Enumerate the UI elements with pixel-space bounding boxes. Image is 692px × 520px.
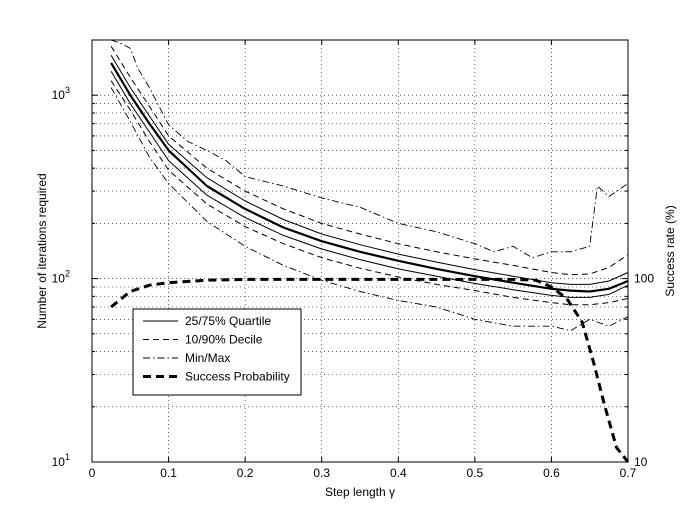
series-10-90-decile-lower [110, 80, 629, 306]
x-tick-label: 0.1 [160, 466, 177, 480]
series-min-max-lower [110, 87, 629, 332]
x-axis-label: Step length γ [325, 485, 395, 499]
series-25-75-quartile-upper [110, 55, 629, 285]
x-tick-label: 0 [89, 466, 96, 480]
y-tick-label: 103 [52, 85, 70, 102]
x-tick-label: 0.2 [237, 466, 254, 480]
legend-label: Success Probability [185, 370, 290, 384]
legend-label: 10/90% Decile [185, 333, 263, 347]
x-tick-label: 0.7 [620, 466, 637, 480]
axes-box [91, 39, 629, 463]
tick-labels: 0 0.1 0.2 0.3 0.4 0.5 0.6 0.7 101 102 103 10 100 [52, 39, 654, 480]
series-min-max-upper [110, 39, 629, 259]
y-tick-label: 101 [52, 452, 70, 469]
y-axis-right-label: Success rate (%) [663, 205, 677, 296]
y-tick-label: 102 [52, 269, 70, 286]
x-tick-label: 0.6 [543, 466, 560, 480]
x-tick-label: 0.3 [313, 466, 330, 480]
legend: 25/75% Quartile 10/90% Decile Min/Max Succe… [132, 308, 302, 396]
x-tick-label: 0.4 [390, 466, 407, 480]
series-10-90-decile-upper [110, 45, 629, 276]
y-right-tick-label: 10 [634, 455, 648, 469]
x-tick-label: 0.5 [467, 466, 484, 480]
series-25-75-quartile-lower [110, 71, 629, 298]
grid-lines [92, 40, 628, 462]
y-axis-label: Number of iterations required [35, 173, 49, 328]
y-right-tick-label: 100 [634, 272, 654, 286]
series-lines [110, 39, 630, 463]
legend-label: 25/75% Quartile [185, 314, 271, 328]
legend-label: Min/Max [185, 351, 230, 365]
legend-box [132, 308, 302, 396]
series-median [110, 62, 629, 293]
